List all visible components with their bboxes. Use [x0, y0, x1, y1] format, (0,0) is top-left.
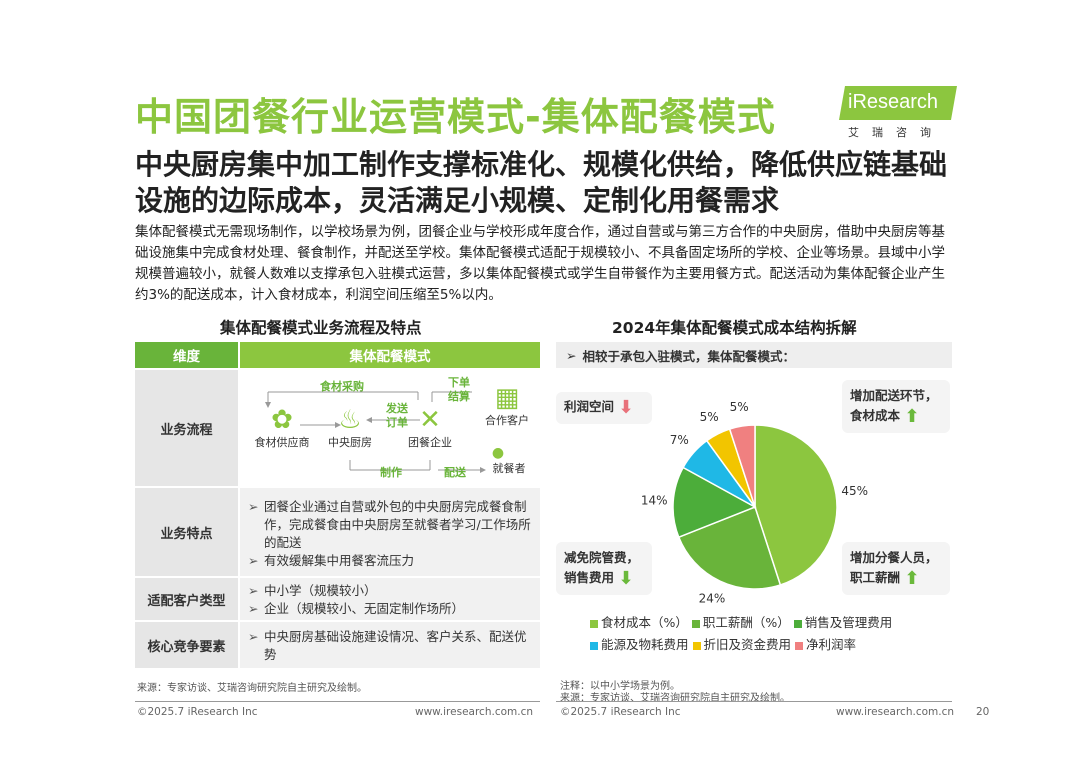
utensils-icon: ✕ [419, 405, 441, 435]
legend-swatch [795, 641, 804, 650]
right-note: 注释：以中小学场景为例。 [560, 681, 680, 692]
pot-icon: ♨ [338, 405, 362, 435]
legend-item-1: 职工薪酬（%） [691, 612, 790, 634]
table-row-clients: 适配客户类型 ➢ 中小学（规模较小） ➢ 企业（规模较小、无固定制作场所） [135, 578, 540, 620]
left-section-title: 集体配餐模式业务流程及特点 [220, 319, 422, 337]
pie-slice-5 [728, 424, 756, 508]
pie-slice-0 [754, 424, 838, 586]
table-row-core: 核心竞争要素 ➢ 中央厨房基础设施建设情况、客户关系、配送优势 [135, 622, 540, 668]
clients-cell: ➢ 中小学（规模较小） ➢ 企业（规模较小、无固定制作场所） [240, 578, 540, 620]
legend-item-0: 食材成本（%） [590, 612, 688, 634]
pie-label-0: 45% [841, 484, 868, 498]
pie-slice-2 [672, 466, 757, 539]
page-subtitle: 中央厨房集中加工制作支撑标准化、规模化供给，降低供应链基础设施的边际成本，灵活满… [135, 148, 948, 217]
left-source-note: 来源：专家访谈、艾瑞咨询研究院自主研究及绘制。 [137, 683, 367, 694]
row-label-core: 核心竞争要素 [135, 622, 238, 668]
legend-label: 折旧及资金费用 [703, 637, 792, 652]
row-label-flow: 业务流程 [135, 370, 238, 486]
page-number: 20 [976, 706, 990, 718]
person-icon: ● [491, 445, 505, 461]
list-item: ➢ 企业（规模较小、无固定制作场所） [248, 601, 465, 616]
intro-paragraph: 集体配餐模式无需现场制作，以学校场景为例，团餐企业与学校形成年度合作，通过自营或… [135, 224, 945, 303]
arrow-icon: ➢ [566, 347, 577, 363]
core-cell: ➢ 中央厨房基础设施建设情况、客户关系、配送优势 [240, 622, 540, 668]
label-settle: 结算 [448, 390, 470, 403]
label-send-1: 发送 [386, 402, 408, 415]
node-diner: 就餐者 [492, 462, 526, 475]
logo-name: iResearch [848, 91, 939, 113]
node-company: ✕ 团餐企业 [400, 406, 460, 452]
flow-lines [265, 391, 486, 473]
callout-delivery: 增加配送环节，食材成本 ⬆ [842, 380, 950, 433]
label-make: 制作 [380, 466, 402, 479]
legend-swatch [692, 641, 701, 650]
footer-left-copyright: ©2025.7 iResearch Inc [137, 706, 258, 718]
right-source-note: 来源：专家访谈、艾瑞咨询研究院自主研究及绘制。 [560, 693, 790, 704]
legend-swatch [590, 619, 598, 628]
flow-diagram: ✿ 食材供应商 ♨ 中央厨房 ✕ 团餐企业 ▦ 合作客户 就餐者 ● 食材采购 … [240, 370, 540, 486]
footer-right-url[interactable]: www.iresearch.com.cn [836, 706, 955, 718]
table-row-flow: 业务流程 [135, 370, 540, 486]
table-row-features: 业务特点 ➢ 团餐企业通过自营或外包的中央厨房完成餐食制作，完成餐食由中央厨房至就… [135, 488, 540, 576]
legend-swatch [590, 641, 598, 650]
node-supplier: ✿ 食材供应商 [248, 406, 316, 452]
list-item: ➢ 有效缓解集中用餐客流压力 [248, 553, 415, 568]
list-item: ➢ 中小学（规模较小） [248, 583, 377, 598]
footer-left-url[interactable]: www.iresearch.com.cn [415, 706, 534, 718]
callout-staff: 增加分餐人员，职工薪酬 ⬆ [842, 542, 950, 595]
pie-label-3: 7% [670, 433, 689, 447]
legend-item-5: 净利润率 [795, 634, 856, 656]
legend-item-4: 折旧及资金费用 [692, 634, 792, 656]
callout-rent: 减免院管费，销售费用 ⬇ [556, 542, 652, 595]
label-send-2: 订单 [386, 416, 408, 429]
pie-label-2: 14% [641, 494, 668, 508]
footer-right-copyright: ©2025.7 iResearch Inc [560, 706, 681, 718]
right-section-title: 2024年集体配餐模式成本结构拆解 [612, 319, 857, 337]
label-deliver: 配送 [444, 466, 466, 479]
legend-label: 销售及管理费用 [804, 615, 893, 630]
building-icon: ▦ [494, 383, 520, 413]
page-title: 中国团餐行业运营模式-集体配餐模式 [135, 95, 776, 139]
row-label-features: 业务特点 [135, 488, 238, 576]
iresearch-logo: iResearch 艾瑞咨询 [839, 86, 960, 140]
legend-label: 职工薪酬（%） [702, 615, 790, 630]
chart-legend: 食材成本（%） 职工薪酬（%） 销售及管理费用能源及物耗费用 折旧及资金费用 净利润率 [590, 612, 950, 656]
left-divider [135, 701, 540, 702]
down-arrow-icon: ⬇ [618, 396, 634, 418]
up-arrow-icon: ⬆ [904, 567, 920, 589]
mode-table: 维度 集体配餐模式 业务流程 [135, 342, 540, 668]
vegetable-icon: ✿ [271, 405, 293, 435]
legend-label: 净利润率 [806, 637, 857, 652]
list-item: ➢ 团餐企业通过自营或外包的中央厨房完成餐食制作，完成餐食由中央厨房至就餐者学习/… [248, 499, 531, 550]
legend-item-2: 销售及管理费用 [793, 612, 893, 634]
down-arrow-icon: ⬇ [618, 567, 634, 589]
header-dimension: 维度 [135, 342, 238, 368]
callout-profit: 利润空间 ⬇ [556, 392, 652, 424]
legend-label: 能源及物耗费用 [601, 637, 689, 652]
label-order: 下单 [448, 376, 470, 389]
up-arrow-icon: ⬆ [904, 405, 920, 427]
list-item: ➢ 中央厨房基础设施建设情况、客户关系、配送优势 [248, 629, 527, 662]
row-label-clients: 适配客户类型 [135, 578, 238, 620]
pie-label-5: 5% [730, 400, 749, 414]
right-divider [556, 701, 952, 702]
table-header: 维度 集体配餐模式 [135, 342, 540, 368]
cost-pie-chart: 45% 24% 14% 7% 5% 5% [641, 400, 868, 605]
legend-swatch [793, 619, 802, 628]
pie-label-1: 24% [699, 591, 726, 605]
header-mode: 集体配餐模式 [240, 342, 540, 368]
legend-swatch [691, 619, 700, 628]
pie-label-4: 5% [700, 410, 719, 424]
node-partner: ▦ 合作客户 [476, 384, 538, 430]
label-purchase: 食材采购 [320, 380, 364, 393]
node-kitchen: ♨ 中央厨房 [320, 406, 380, 452]
compare-text: 相较于承包入驻模式，集体配餐模式： [582, 348, 795, 364]
legend-item-3: 能源及物耗费用 [590, 634, 689, 656]
legend-label: 食材成本（%） [601, 615, 688, 630]
features-cell: ➢ 团餐企业通过自营或外包的中央厨房完成餐食制作，完成餐食由中央厨房至就餐者学习/… [240, 488, 540, 576]
compare-bar: ➢ 相较于承包入驻模式，集体配餐模式： [556, 342, 952, 368]
logo-subtext: 艾瑞咨询 [848, 126, 944, 139]
